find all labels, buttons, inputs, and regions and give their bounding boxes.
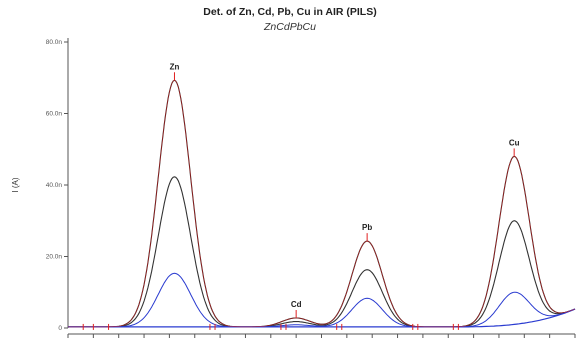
- curves: [68, 79, 576, 328]
- peak-labels: Zn Cd Pb Cu: [170, 62, 520, 309]
- curve-low: [68, 272, 576, 328]
- curve-top: [68, 79, 576, 328]
- chart-title: Det. of Zn, Cd, Pb, Cu in AIR (PILS): [203, 6, 377, 18]
- y-tick-label: 40.0n: [46, 182, 63, 189]
- curve-mid: [68, 176, 576, 328]
- markers: [82, 72, 515, 330]
- y-axis-label: I (A): [11, 177, 20, 192]
- y-tick-label: 0: [58, 325, 62, 332]
- peak-label: Cd: [291, 300, 302, 309]
- chart-subtitle: ZnCdPbCu: [264, 21, 316, 33]
- peak-label: Zn: [170, 62, 180, 71]
- y-tick-label: 20.0n: [46, 254, 63, 261]
- axes: 0 20.0n 40.0n 60.0n 80.0n I (A): [11, 38, 576, 338]
- y-tick-label: 60.0n: [46, 111, 63, 118]
- red-overlay: [68, 79, 576, 328]
- baseline-curve: [68, 308, 576, 328]
- y-tick-label: 80.0n: [46, 39, 63, 46]
- peak-label: Pb: [362, 223, 372, 232]
- peak-label: Cu: [509, 138, 520, 147]
